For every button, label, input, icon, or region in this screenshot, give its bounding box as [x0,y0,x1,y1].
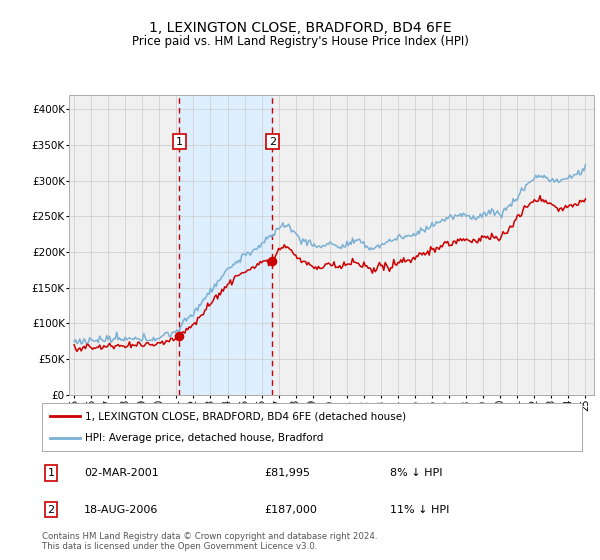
Text: 11% ↓ HPI: 11% ↓ HPI [390,505,449,515]
Text: 2: 2 [47,505,55,515]
Point [268,257,277,266]
Text: 8% ↓ HPI: 8% ↓ HPI [390,468,443,478]
Text: 1, LEXINGTON CLOSE, BRADFORD, BD4 6FE (detached house): 1, LEXINGTON CLOSE, BRADFORD, BD4 6FE (d… [85,411,406,421]
Text: £187,000: £187,000 [264,505,317,515]
Text: 1: 1 [47,468,55,478]
Text: 1: 1 [176,137,183,147]
Point [175,332,184,341]
Text: 18-AUG-2006: 18-AUG-2006 [84,505,158,515]
Bar [179,95,272,395]
Text: 1, LEXINGTON CLOSE, BRADFORD, BD4 6FE: 1, LEXINGTON CLOSE, BRADFORD, BD4 6FE [149,21,451,35]
Text: 02-MAR-2001: 02-MAR-2001 [84,468,159,478]
Text: HPI: Average price, detached house, Bradford: HPI: Average price, detached house, Brad… [85,433,323,443]
Text: Contains HM Land Registry data © Crown copyright and database right 2024.
This d: Contains HM Land Registry data © Crown c… [42,532,377,552]
Text: £81,995: £81,995 [264,468,310,478]
Text: Price paid vs. HM Land Registry's House Price Index (HPI): Price paid vs. HM Land Registry's House … [131,35,469,48]
Text: 2: 2 [269,137,276,147]
